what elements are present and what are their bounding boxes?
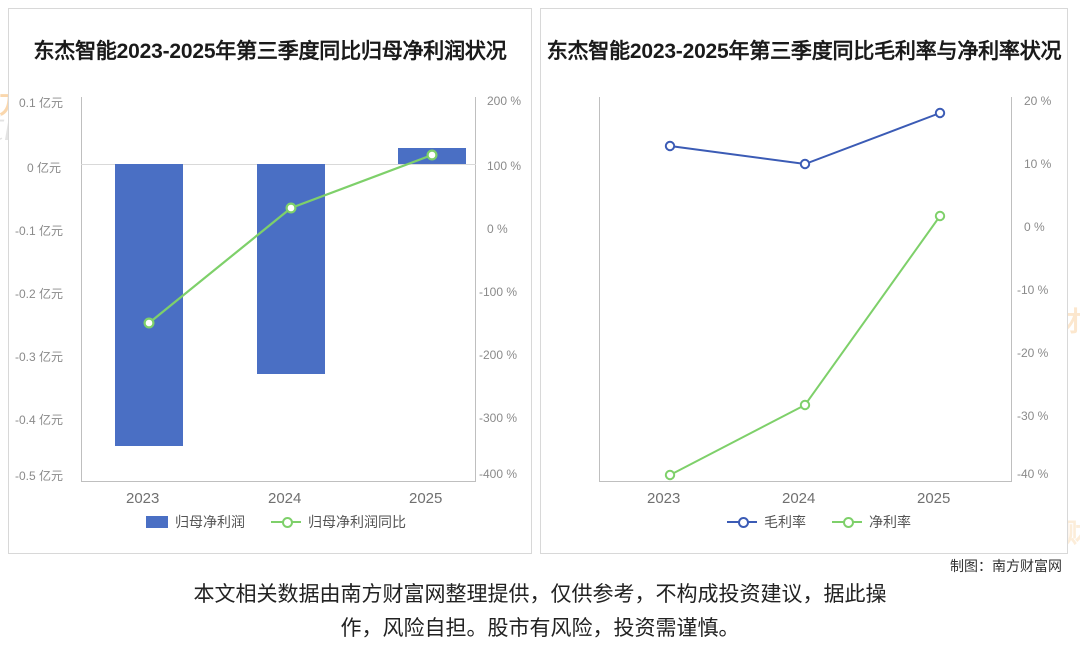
data-point-net-2024 — [799, 399, 811, 411]
category-label-2025: 2025 — [409, 490, 443, 507]
category-label-2023: 2023 — [647, 490, 681, 507]
left-axis-tick: -0.5 亿元 — [15, 469, 64, 483]
footer-line-1: 本文相关数据由南方财富网整理提供，仅供参考，不构成投资建议，据此操 — [193, 583, 887, 606]
data-point-2023 — [143, 317, 155, 329]
margin-line-series — [664, 107, 946, 481]
right-axis-tick: -30 % — [1017, 409, 1049, 423]
credit-text: 制图：南方财富网 — [950, 558, 1062, 574]
legend-label: 净利率 — [869, 514, 911, 530]
charts-row: 东杰智能2023-2025年第三季度同比归母净利润状况 0.1 亿元 0 亿元 … — [8, 8, 1068, 554]
right-axis-tick: -10 % — [1017, 283, 1049, 297]
left-axis-tick: 0 亿元 — [27, 161, 62, 175]
line-swatch-icon — [271, 516, 301, 528]
right-axis-tick: 200 % — [487, 94, 522, 108]
legend-right: 毛利率 净利率 — [727, 512, 911, 532]
legend-left: 归母净利润 归母净利润同比 — [146, 512, 406, 532]
legend-item-net-margin[interactable]: 净利率 — [832, 512, 911, 532]
data-point-gross-2025 — [934, 107, 946, 119]
right-axis-tick: -20 % — [1017, 346, 1049, 360]
chart-panel-net-profit: 东杰智能2023-2025年第三季度同比归母净利润状况 0.1 亿元 0 亿元 … — [8, 8, 532, 554]
y-axis-right — [1011, 97, 1012, 482]
right-axis-tick: 0 % — [487, 222, 508, 236]
category-label-2025: 2025 — [917, 490, 951, 507]
y-axis-right — [475, 97, 476, 482]
right-axis-tick: -40 % — [1017, 467, 1049, 481]
right-axis-tick: -400 % — [479, 467, 518, 481]
left-axis-tick: 0.1 亿元 — [19, 96, 64, 110]
data-point-gross-2024 — [799, 158, 811, 170]
x-axis — [599, 481, 1012, 482]
bar-swatch-icon — [146, 516, 168, 528]
legend-label: 归母净利润同比 — [308, 514, 406, 530]
yoy-line-series — [143, 149, 438, 329]
right-axis-tick: 20 % — [1024, 94, 1052, 108]
category-label-2024: 2024 — [782, 490, 816, 507]
data-point-2025 — [426, 149, 438, 161]
footer-disclaimer: 本文相关数据由南方财富网整理提供，仅供参考，不构成投资建议，据此操 作，风险自担… — [0, 578, 1080, 646]
data-point-net-2023 — [664, 469, 676, 481]
y-axis-left — [81, 97, 82, 482]
legend-item-net-profit-yoy[interactable]: 归母净利润同比 — [271, 512, 406, 532]
left-axis-tick: -0.1 亿元 — [15, 224, 64, 238]
left-axis-tick: -0.2 亿元 — [15, 287, 64, 301]
right-axis-tick: 10 % — [1024, 157, 1052, 171]
data-point-2024 — [285, 202, 297, 214]
right-axis-tick: -100 % — [479, 285, 518, 299]
right-axis-tick: -200 % — [479, 348, 518, 362]
line-swatch-icon — [832, 516, 862, 528]
data-point-net-2025 — [934, 210, 946, 222]
chart-panel-margins: 东杰智能2023-2025年第三季度同比毛利率与净利率状况 20 % 10 % … — [540, 8, 1068, 554]
legend-label: 毛利率 — [764, 514, 806, 530]
legend-label: 归母净利润 — [175, 514, 245, 530]
line-swatch-icon — [727, 516, 757, 528]
footer-line-2: 作，风险自担。股市有风险，投资需谨慎。 — [340, 617, 740, 640]
legend-item-gross-margin[interactable]: 毛利率 — [727, 512, 806, 532]
right-axis-tick: 100 % — [487, 159, 522, 173]
left-axis-tick: -0.3 亿元 — [15, 350, 64, 364]
data-point-gross-2023 — [664, 140, 676, 152]
category-label-2024: 2024 — [268, 490, 302, 507]
right-axis-tick: 0 % — [1024, 220, 1045, 234]
legend-item-net-profit[interactable]: 归母净利润 — [146, 512, 245, 532]
left-axis-tick: -0.4 亿元 — [15, 413, 64, 427]
chart-title-right: 东杰智能2023-2025年第三季度同比毛利率与净利率状况 — [546, 40, 1062, 63]
chart-title-left: 东杰智能2023-2025年第三季度同比归母净利润状况 — [33, 40, 507, 63]
category-label-2023: 2023 — [126, 490, 160, 507]
y-axis-left — [599, 97, 600, 482]
x-axis — [81, 481, 476, 482]
right-axis-tick: -300 % — [479, 411, 518, 425]
